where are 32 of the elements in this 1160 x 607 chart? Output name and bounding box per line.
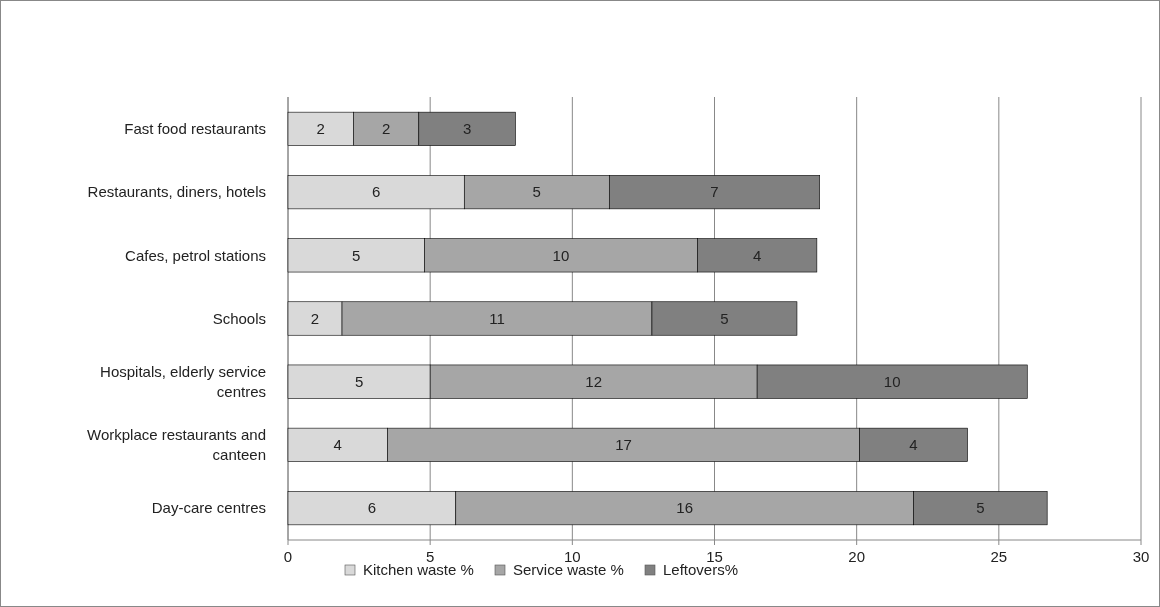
- data-label: 4: [333, 436, 342, 454]
- y-tick-label: Hospitals, elderly service centres: [100, 362, 266, 400]
- data-label: 7: [710, 183, 719, 201]
- x-tick-label: 25: [990, 548, 1008, 565]
- data-label: 11: [489, 309, 505, 327]
- x-tick-label: 20: [848, 548, 866, 565]
- data-label: 5: [532, 183, 541, 201]
- data-label: 2: [316, 120, 325, 138]
- data-label: 10: [883, 372, 901, 390]
- data-label: 17: [615, 436, 632, 454]
- y-tick-label: Cafes, petrol stations: [125, 246, 266, 264]
- x-tick-label: 30: [1132, 548, 1150, 565]
- y-tick-label: Workplace restaurants and canteen: [87, 426, 266, 464]
- data-label: 5: [354, 372, 364, 390]
- data-label: 4: [752, 246, 762, 264]
- data-label: 5: [720, 309, 729, 327]
- data-label: 6: [371, 183, 381, 201]
- data-label: 6: [367, 499, 377, 517]
- data-label: 16: [676, 499, 693, 517]
- x-tick-label: 0: [283, 548, 293, 565]
- data-label: 10: [552, 246, 570, 264]
- y-tick-label: Day-care centres: [151, 499, 266, 517]
- data-label: 2: [381, 120, 391, 138]
- y-tick-label: Fast food restaurants: [124, 120, 266, 138]
- y-tick-label: Restaurants, diners, hotels: [87, 183, 266, 201]
- data-label: 4: [909, 436, 918, 454]
- y-tick-label: Schools: [212, 309, 266, 327]
- data-label: 5: [352, 246, 361, 264]
- data-label: 3: [462, 120, 472, 138]
- data-label: 12: [585, 372, 602, 390]
- data-label: 2: [310, 309, 320, 327]
- data-label: 5: [976, 499, 985, 517]
